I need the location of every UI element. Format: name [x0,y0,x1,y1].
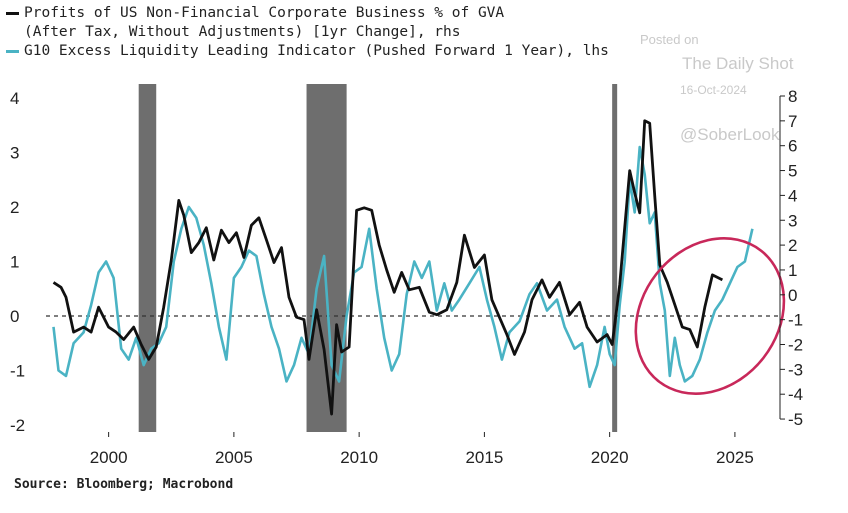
x-tick: 2025 [716,448,754,467]
legend-swatch-black [6,12,19,15]
y-tick-left: 0 [10,307,19,326]
y-tick-right: 1 [788,261,797,280]
y-tick-right: 7 [788,112,797,131]
legend: Profits of US Non-Financial Corporate Bu… [6,4,609,61]
x-tick: 2005 [215,448,253,467]
y-tick-left: -1 [10,362,25,381]
y-tick-right: -5 [788,410,803,429]
recession-band [612,84,618,432]
y-tick-right: -4 [788,385,803,404]
y-tick-right: -3 [788,360,803,379]
series-line-profits [52,119,724,416]
legend-swatch-teal [6,50,19,53]
legend-label-liquidity: G10 Excess Liquidity Leading Indicator (… [24,43,609,59]
y-tick-left: 1 [10,253,19,272]
watermark-date: 16-Oct-2024 [680,83,747,97]
legend-item-profits: Profits of US Non-Financial Corporate Bu… [6,4,609,23]
y-tick-right: 8 [788,87,797,106]
y-tick-left: 3 [10,144,19,163]
source-note: Source: Bloomberg; Macrobond [14,477,234,492]
recession-band [138,84,157,432]
series-line-liquidity [52,145,754,389]
y-tick-left: -2 [10,416,25,435]
y-tick-right: 5 [788,162,797,181]
y-tick-right: -1 [788,311,803,330]
y-tick-right: 0 [788,286,797,305]
watermark-site: The Daily Shot [682,54,794,73]
y-tick-right: 4 [788,186,797,205]
watermark-handle: @SoberLook [680,125,780,144]
y-tick-right: -2 [788,336,803,355]
x-tick: 2020 [591,448,629,467]
y-tick-right: 6 [788,137,797,156]
x-tick: 2015 [465,448,503,467]
legend-label-profits-subtitle: (After Tax, Without Adjustments) [1yr Ch… [24,24,461,40]
x-tick: 2000 [90,448,128,467]
x-tick: 2010 [340,448,378,467]
y-tick-right: 3 [788,211,797,230]
y-tick-right: 2 [788,236,797,255]
legend-item-liquidity: G10 Excess Liquidity Leading Indicator (… [6,42,609,61]
y-tick-left: 4 [10,89,19,108]
highlight-ellipse [634,237,786,395]
y-tick-left: 2 [10,198,19,217]
watermark-posted: Posted on [640,32,699,47]
legend-label-profits: Profits of US Non-Financial Corporate Bu… [24,5,505,21]
